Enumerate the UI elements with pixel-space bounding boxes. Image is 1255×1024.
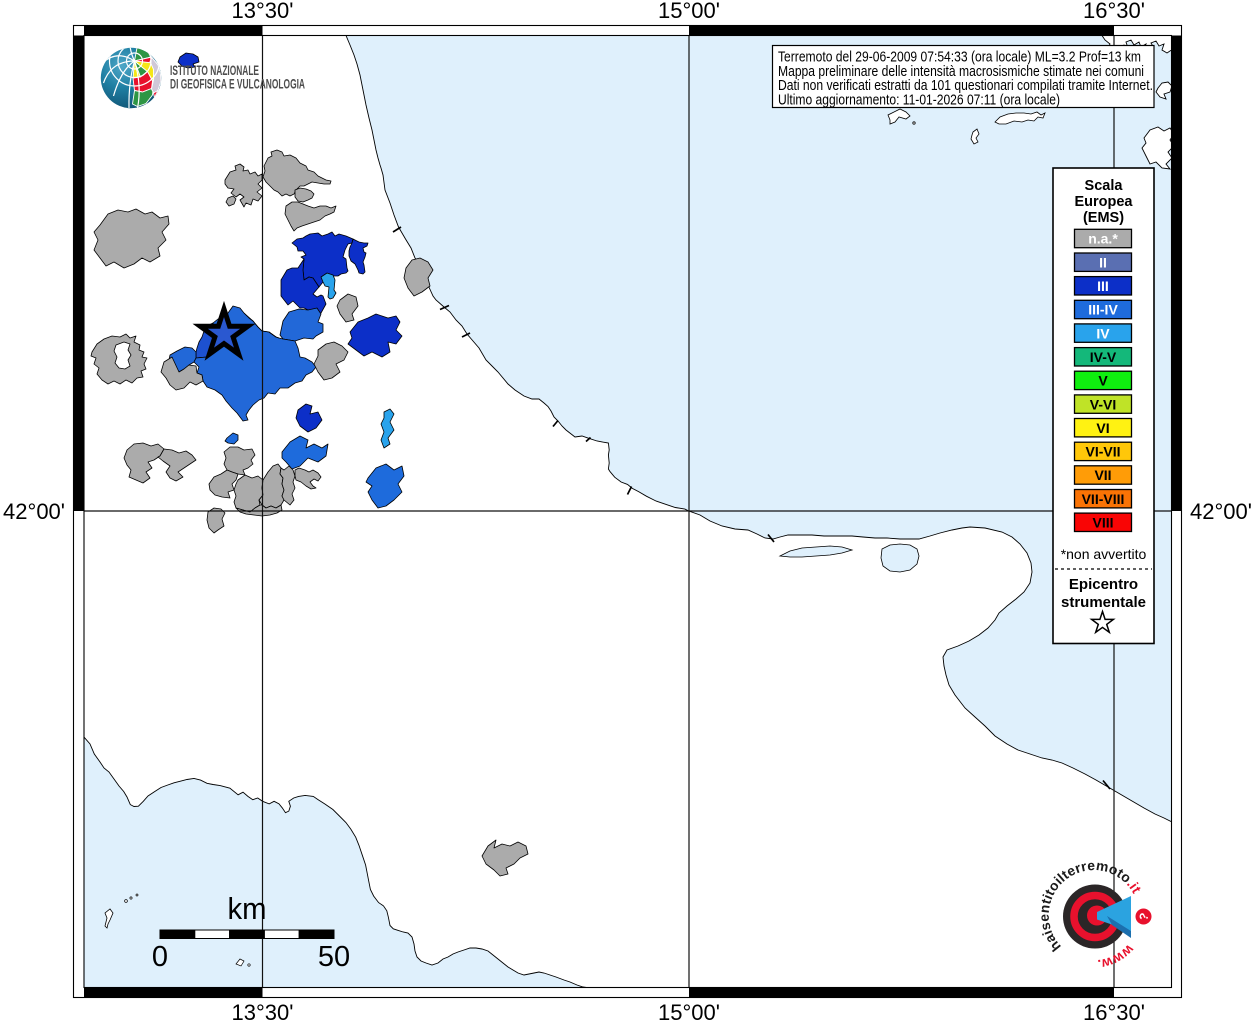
svg-text:VII: VII <box>1094 467 1111 483</box>
svg-text:50: 50 <box>318 941 350 973</box>
svg-text:V: V <box>1098 373 1108 389</box>
svg-text:15°00': 15°00' <box>658 1000 720 1024</box>
svg-text:13°30': 13°30' <box>232 1000 294 1024</box>
svg-text:(EMS): (EMS) <box>1083 210 1124 226</box>
svg-text:16°30': 16°30' <box>1083 1000 1145 1024</box>
svg-text:VIII: VIII <box>1092 515 1113 531</box>
svg-text:III: III <box>1097 278 1109 294</box>
svg-text:Mappa preliminare delle intens: Mappa preliminare delle intensità macros… <box>778 64 1144 80</box>
svg-text:II: II <box>1099 254 1107 270</box>
svg-text:*non avvertito: *non avvertito <box>1061 546 1147 562</box>
svg-text:Europea: Europea <box>1074 194 1133 210</box>
svg-text:km: km <box>228 891 267 926</box>
svg-text:16°30': 16°30' <box>1083 0 1145 23</box>
svg-text:strumentale: strumentale <box>1061 594 1146 611</box>
svg-text:III-IV: III-IV <box>1088 302 1118 318</box>
svg-text:Scala: Scala <box>1085 178 1124 194</box>
svg-text:15°00': 15°00' <box>658 0 720 23</box>
svg-text:?: ? <box>1136 911 1151 922</box>
svg-text:DI GEOFISICA E VULCANOLOGIA: DI GEOFISICA E VULCANOLOGIA <box>170 75 305 91</box>
svg-text:VII-VIII: VII-VIII <box>1082 491 1125 507</box>
svg-text:n.a.*: n.a.* <box>1088 231 1118 247</box>
svg-text:13°30': 13°30' <box>232 0 294 23</box>
svg-text:Epicentro: Epicentro <box>1069 576 1138 593</box>
svg-text:V-VI: V-VI <box>1090 396 1116 412</box>
svg-text:Dati non verificati estratti d: Dati non verificati estratti da 101 ques… <box>778 78 1153 94</box>
svg-text:VI-VII: VI-VII <box>1085 444 1120 460</box>
svg-text:VI: VI <box>1096 420 1109 436</box>
svg-text:42°00': 42°00' <box>3 499 65 524</box>
svg-text:0: 0 <box>152 941 168 973</box>
svg-text:Terremoto del 29-06-2009 07:54: Terremoto del 29-06-2009 07:54:33 (ora l… <box>778 50 1141 66</box>
svg-text:Ultimo aggiornamento: 11-01-20: Ultimo aggiornamento: 11-01-2026 07:11 (… <box>778 92 1060 108</box>
svg-text:42°00': 42°00' <box>1190 499 1252 524</box>
svg-text:IV-V: IV-V <box>1090 349 1117 365</box>
svg-text:IV: IV <box>1096 325 1110 341</box>
svg-text:ISTITUTO NAZIONALE: ISTITUTO NAZIONALE <box>170 62 259 78</box>
